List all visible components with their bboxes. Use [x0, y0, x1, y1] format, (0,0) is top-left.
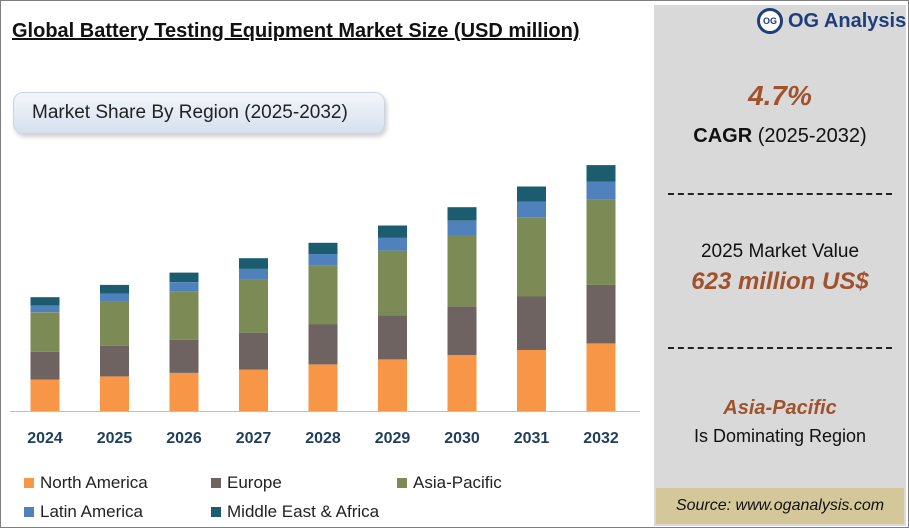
bar-2024-north-america — [30, 379, 60, 411]
x-tick-label-2030: 2030 — [444, 430, 480, 447]
bar-2026-europe — [169, 339, 199, 373]
bar-2031-latin-america — [517, 201, 546, 218]
bar-2026-middle-east-africa — [169, 272, 199, 282]
legend-swatch-asia-pacific — [397, 478, 407, 488]
bar-2026-latin-america — [169, 282, 199, 292]
bar-2024-latin-america — [30, 305, 60, 313]
bar-2031-asia-pacific — [517, 217, 546, 297]
dominating-region: Asia-Pacific — [723, 397, 837, 419]
x-tick-label-2031: 2031 — [514, 430, 550, 447]
bar-2028-north-america — [308, 364, 338, 411]
legend-swatch-middle-east-africa — [211, 507, 221, 517]
legend-latin-america: Latin America — [24, 502, 143, 522]
bar-2024-middle-east-africa — [30, 297, 60, 306]
cagr-label-period: (2025-2032) — [752, 125, 867, 147]
legend-europe: Europe — [211, 473, 282, 493]
bar-2029-north-america — [378, 359, 407, 411]
bar-2024-europe — [30, 351, 60, 380]
x-tick-label-2025: 2025 — [97, 430, 133, 447]
legend-swatch-europe — [211, 478, 221, 488]
bar-2032-middle-east-africa — [586, 165, 616, 182]
legend-label-middle-east-africa: Middle East & Africa — [227, 502, 380, 521]
dominating-region-label: Is Dominating Region — [693, 426, 867, 446]
legend-asia-pacific: Asia-Pacific — [397, 473, 502, 493]
bar-2032-europe — [586, 284, 616, 344]
legend-north-america: North America — [24, 473, 148, 493]
bar-2025-latin-america — [100, 293, 129, 302]
bar-2030-north-america — [447, 355, 477, 411]
stacked-bar-chart: 2024 2025 2026 2027 2028 2029 2030 2031 2032 — [10, 165, 640, 447]
subtitle-box: Market Share By Region (2025-2032) — [13, 92, 385, 134]
bar-2031-europe — [517, 296, 546, 350]
legend-label-latin-america: Latin America — [40, 502, 143, 521]
bar-2025-asia-pacific — [100, 301, 129, 346]
legend-swatch-north-america — [24, 478, 34, 488]
bar-2030-asia-pacific — [447, 234, 477, 307]
bar-2028-asia-pacific — [308, 265, 338, 325]
cagr-label-bold: CAGR — [693, 125, 753, 147]
x-tick-label-2028: 2028 — [305, 430, 341, 447]
bar-2032-latin-america — [586, 181, 616, 200]
x-tick-label-2026: 2026 — [166, 430, 202, 447]
bar-2029-latin-america — [378, 237, 407, 251]
bar-2032-asia-pacific — [586, 199, 616, 285]
bar-2027-europe — [239, 332, 268, 370]
legend-swatch-latin-america — [24, 507, 34, 517]
legend-middle-east-africa: Middle East & Africa — [211, 502, 379, 522]
x-tick-label-2032: 2032 — [583, 430, 619, 447]
bar-2027-middle-east-africa — [239, 258, 268, 269]
bar-2031-middle-east-africa — [517, 186, 546, 202]
bar-2026-asia-pacific — [169, 291, 199, 340]
bar-2029-asia-pacific — [378, 250, 407, 316]
bar-2028-europe — [308, 324, 338, 365]
bar-2027-north-america — [239, 369, 268, 411]
og-analysis-logo: OG OG Analysis — [757, 8, 906, 34]
subtitle-text: Market Share By Region (2025-2032) — [32, 102, 348, 123]
bar-2030-latin-america — [447, 220, 477, 235]
bar-2030-middle-east-africa — [447, 207, 477, 221]
source-text: Source: www.oganalysis.com — [675, 497, 885, 514]
logo-text: OG Analysis — [788, 9, 907, 32]
bar-2028-middle-east-africa — [308, 242, 338, 255]
x-tick-label-2029: 2029 — [375, 430, 411, 447]
bar-2032-north-america — [586, 343, 616, 411]
chart-title: Global Battery Testing Equipment Market … — [12, 20, 580, 42]
bar-2031-north-america — [517, 350, 546, 411]
divider-top — [668, 193, 892, 195]
bar-2027-asia-pacific — [239, 279, 268, 333]
logo-mark-icon: OG — [757, 8, 783, 34]
market-value-label: 2025 Market Value — [700, 241, 860, 262]
bar-2029-middle-east-africa — [378, 225, 407, 238]
cagr-value: 4.7% — [748, 80, 812, 111]
bar-2029-europe — [378, 315, 407, 360]
legend-label-europe: Europe — [227, 473, 282, 492]
bar-2026-north-america — [169, 373, 199, 411]
cagr-label: CAGR (2025-2032) — [654, 125, 906, 148]
stats-panel — [654, 5, 906, 526]
bar-2028-latin-america — [308, 254, 338, 266]
bar-2025-middle-east-africa — [100, 284, 129, 294]
legend-label-north-america: North America — [40, 473, 148, 492]
source-bar: Source: www.oganalysis.com — [656, 488, 904, 524]
divider-bottom — [668, 347, 892, 349]
legend-label-asia-pacific: Asia-Pacific — [413, 473, 502, 492]
x-tick-label-2024: 2024 — [27, 430, 63, 447]
bar-2027-latin-america — [239, 268, 268, 280]
bar-2025-north-america — [100, 376, 129, 411]
bar-2025-europe — [100, 345, 129, 377]
market-value: 623 million US$ — [691, 268, 869, 295]
x-tick-label-2027: 2027 — [236, 430, 272, 447]
bar-2024-asia-pacific — [30, 312, 60, 352]
bar-2030-europe — [447, 306, 477, 355]
